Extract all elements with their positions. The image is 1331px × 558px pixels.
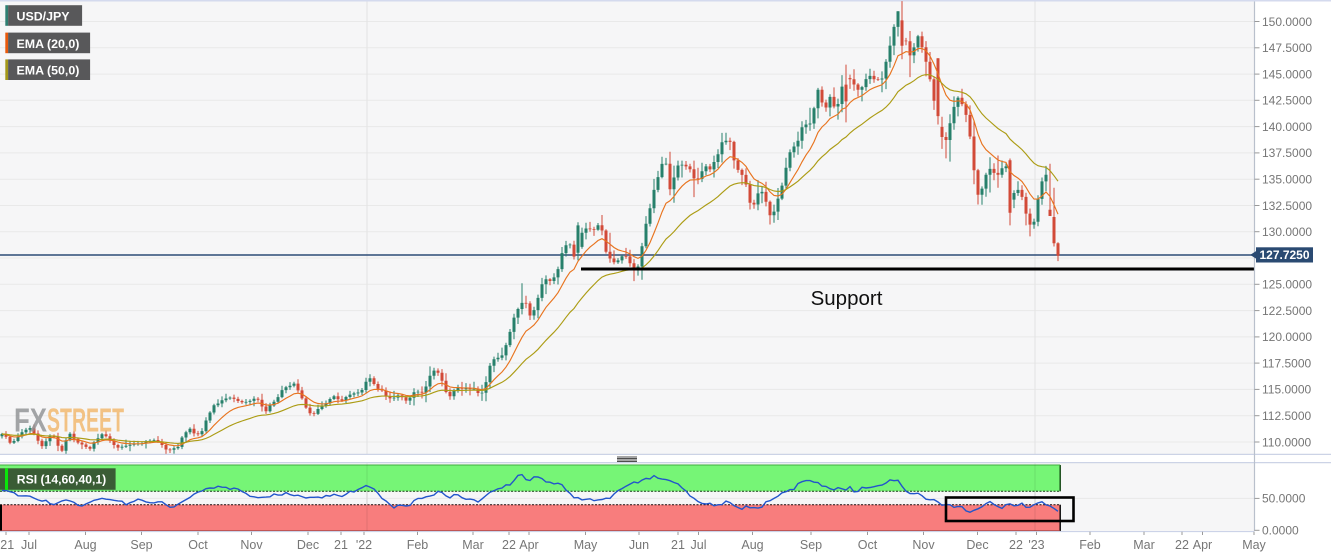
svg-text:22: 22 [502, 538, 516, 552]
svg-text:Support: Support [811, 287, 883, 310]
svg-text:125.0000: 125.0000 [1262, 278, 1312, 292]
svg-text:Jul: Jul [21, 538, 37, 552]
svg-text:EMA (50,0): EMA (50,0) [17, 64, 80, 78]
svg-text:Apr: Apr [519, 538, 538, 552]
svg-text:22: 22 [1175, 538, 1189, 552]
svg-text:Dec: Dec [297, 538, 319, 552]
svg-text:Oct: Oct [188, 538, 208, 552]
svg-text:Apr: Apr [1193, 538, 1212, 552]
svg-text:0.0000: 0.0000 [1262, 524, 1299, 538]
svg-text:112.5000: 112.5000 [1262, 409, 1311, 423]
svg-text:137.5000: 137.5000 [1262, 146, 1312, 160]
svg-text:Oct: Oct [858, 538, 878, 552]
svg-text:Jul: Jul [691, 538, 707, 552]
svg-text:Aug: Aug [74, 538, 96, 552]
svg-text:50.0000: 50.0000 [1262, 492, 1306, 506]
svg-text:Sep: Sep [800, 538, 822, 552]
svg-text:Nov: Nov [912, 538, 935, 552]
svg-text:135.0000: 135.0000 [1262, 173, 1312, 187]
svg-text:FXSTREET: FXSTREET [14, 403, 124, 440]
svg-text:122.5000: 122.5000 [1262, 304, 1312, 318]
svg-text:150.0000: 150.0000 [1262, 15, 1312, 29]
svg-text:117.5000: 117.5000 [1262, 356, 1311, 370]
svg-text:140.0000: 140.0000 [1262, 120, 1312, 134]
svg-text:Jun: Jun [629, 538, 649, 552]
svg-text:Mar: Mar [1133, 538, 1155, 552]
svg-text:Aug: Aug [741, 538, 763, 552]
svg-text:Nov: Nov [240, 538, 263, 552]
svg-text:127.7250: 127.7250 [1259, 248, 1309, 262]
svg-text:Feb: Feb [1079, 538, 1101, 552]
svg-text:147.5000: 147.5000 [1262, 41, 1312, 55]
svg-text:145.0000: 145.0000 [1262, 67, 1312, 81]
svg-text:22: 22 [1009, 538, 1023, 552]
svg-text:132.5000: 132.5000 [1262, 199, 1312, 213]
svg-text:Mar: Mar [462, 538, 484, 552]
svg-text:USD/JPY: USD/JPY [17, 9, 71, 23]
svg-text:Feb: Feb [407, 538, 429, 552]
svg-text:'21: '21 [0, 538, 14, 552]
svg-text:142.5000: 142.5000 [1262, 94, 1312, 108]
svg-text:130.0000: 130.0000 [1262, 225, 1312, 239]
svg-text:'22: '22 [356, 538, 372, 552]
svg-text:EMA (20,0): EMA (20,0) [17, 37, 80, 51]
svg-text:21: 21 [334, 538, 348, 552]
svg-text:May: May [574, 538, 598, 552]
svg-text:Dec: Dec [966, 538, 988, 552]
svg-text:Sep: Sep [130, 538, 152, 552]
svg-text:120.0000: 120.0000 [1262, 330, 1312, 344]
svg-text:May: May [1242, 538, 1266, 552]
svg-text:110.0000: 110.0000 [1262, 435, 1311, 449]
svg-text:21: 21 [671, 538, 685, 552]
svg-text:'23: '23 [1028, 538, 1044, 552]
svg-text:RSI (14,60,40,1): RSI (14,60,40,1) [17, 473, 106, 487]
svg-text:115.0000: 115.0000 [1262, 383, 1311, 397]
